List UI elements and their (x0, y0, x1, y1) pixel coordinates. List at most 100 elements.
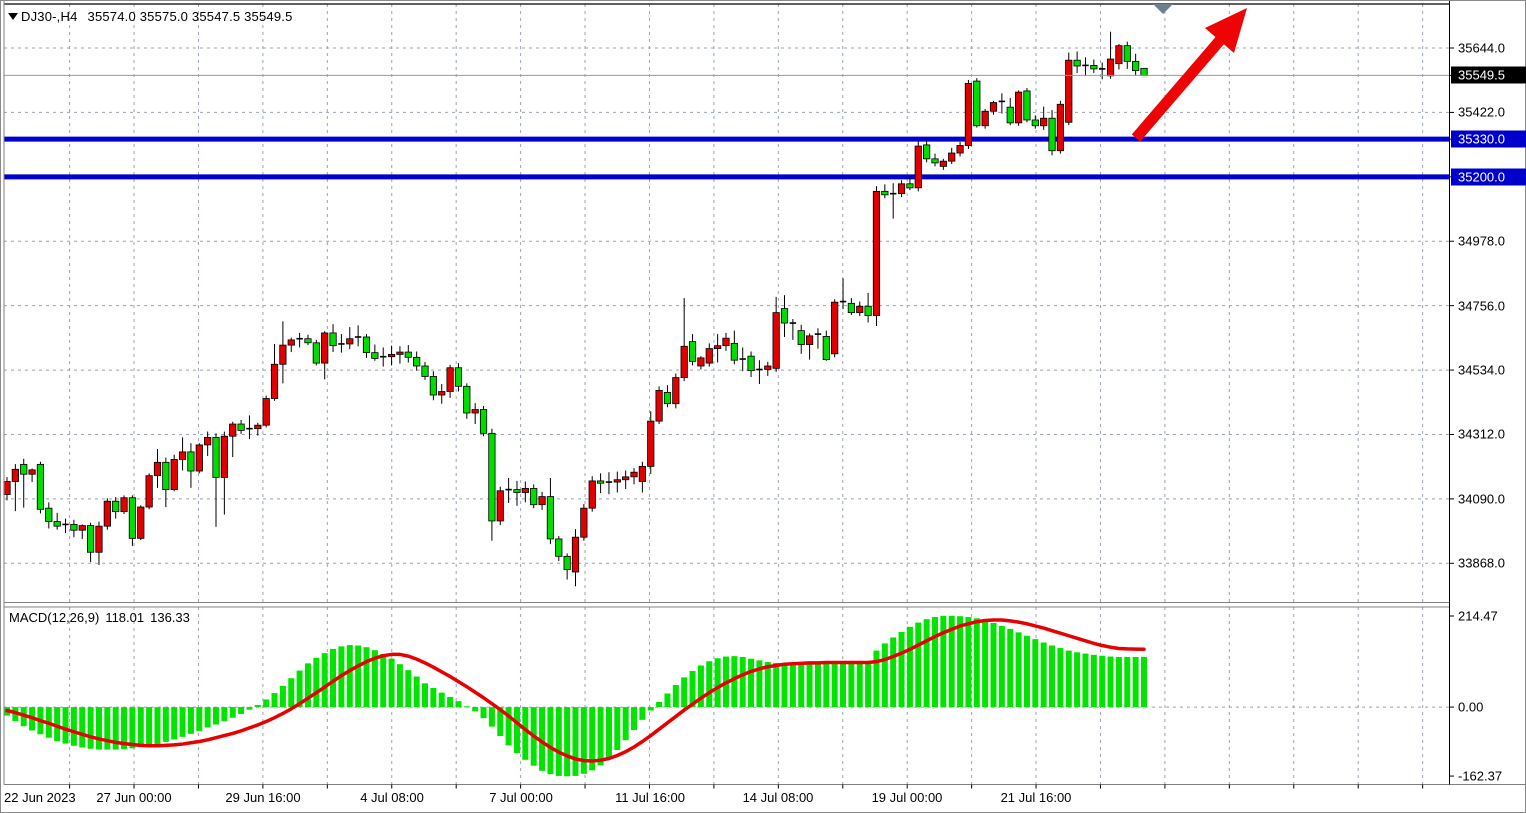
candle-body (973, 80, 981, 127)
candle-body (254, 424, 262, 430)
candle-doji-body (605, 481, 613, 483)
macd-histogram-bar (697, 665, 704, 708)
candle-body (655, 389, 663, 422)
candle-body (730, 342, 738, 361)
macd-histogram-bar (806, 662, 813, 708)
candle-body (237, 423, 245, 431)
macd-histogram-bar (346, 645, 353, 708)
macd-histogram-bar (831, 662, 838, 708)
macd-histogram-bar (731, 656, 738, 708)
macd-histogram-bar (773, 662, 780, 708)
candle-body (28, 469, 36, 475)
macd-histogram-bar (388, 658, 395, 708)
macd-histogram-bar (631, 707, 638, 731)
time-tick-label: 7 Jul 00:00 (489, 790, 553, 805)
macd-histogram-bar (848, 662, 855, 708)
macd-histogram-bar (146, 707, 153, 746)
candle-body (454, 367, 463, 387)
candle-body (103, 500, 111, 527)
candle-body (688, 341, 697, 362)
candle-body (87, 525, 95, 553)
candle-body (429, 376, 437, 396)
macd-histogram-bar (1132, 656, 1139, 708)
macd-histogram-bar (513, 707, 520, 753)
candle-body (571, 536, 580, 573)
macd-histogram-bar (781, 663, 788, 708)
macd-histogram-bar (1040, 642, 1047, 708)
candle-body (145, 475, 153, 508)
macd-histogram-bar (672, 685, 679, 708)
macd-histogram-bar (1015, 632, 1022, 708)
price-tick-label: 33868.0 (1458, 555, 1505, 571)
candle-body (463, 385, 471, 414)
macd-histogram-bar (957, 616, 964, 708)
macd-histogram-bar (229, 707, 236, 718)
trend-arrow-head[interactable] (1205, 8, 1247, 53)
macd-histogram-bar (664, 693, 671, 708)
macd-histogram-bar (455, 701, 462, 708)
macd-histogram-bar (856, 662, 863, 708)
candle-body (413, 356, 421, 367)
candle-body (1040, 117, 1048, 127)
macd-histogram-bar (254, 704, 261, 708)
macd-histogram-bar (605, 707, 612, 759)
macd-histogram-bar (1124, 656, 1131, 708)
macd-histogram-bar (681, 677, 688, 708)
candle-body (329, 332, 337, 347)
macd-histogram-bar (246, 707, 253, 710)
candle-body (1048, 117, 1056, 152)
price-tick-label: 34312.0 (1458, 426, 1505, 442)
macd-tick-label: 214.47 (1458, 608, 1498, 624)
macd-histogram-bar (355, 645, 362, 708)
candle-doji-body (62, 523, 69, 526)
macd-histogram-bar (622, 707, 629, 741)
macd-histogram-bar (998, 625, 1005, 708)
chart-shift-marker-icon[interactable] (1153, 4, 1173, 14)
candle-body (638, 465, 646, 482)
candle-body (805, 335, 814, 345)
macd-histogram-bar (1115, 656, 1122, 708)
macd-histogram-bar (179, 707, 186, 737)
macd-histogram-bar (1007, 628, 1014, 708)
candle-body (404, 351, 412, 358)
candle-doji-body (296, 337, 303, 340)
candle-body (931, 158, 939, 164)
candle-body (1023, 90, 1031, 121)
candle-body (128, 497, 137, 539)
macd-histogram-bar (739, 656, 746, 708)
candle-body (421, 365, 429, 377)
macd-histogram-bar (422, 683, 429, 708)
candle-body (981, 110, 989, 127)
macd-histogram-bar (162, 707, 169, 742)
macd-histogram-bar (823, 662, 830, 708)
candle-body (923, 144, 931, 160)
trend-arrow-shaft[interactable] (1131, 34, 1227, 142)
candle-body (897, 183, 906, 195)
macd-histogram-bar (129, 707, 136, 749)
macd-histogram-bar (940, 615, 947, 708)
candle-body (881, 190, 889, 196)
symbol-dropdown-icon[interactable] (8, 13, 18, 20)
horizontal-level-lines[interactable] (4, 136, 1449, 180)
candle-body (212, 436, 220, 478)
macd-histogram-bar (539, 707, 546, 771)
macd-histogram-bar (154, 707, 161, 745)
candle-body (1090, 65, 1098, 70)
macd-histogram-bar (589, 707, 596, 771)
symbol-timeframe-label: DJ30-,H4 (21, 9, 78, 24)
macd-histogram-bar (271, 693, 278, 708)
candle-body (45, 507, 53, 522)
chart-header: DJ30-,H4 35574.0 35575.0 35547.5 35549.5 (21, 9, 293, 24)
macd-histogram-bar (330, 648, 337, 708)
candle-body (162, 461, 170, 491)
candle-body (229, 423, 237, 437)
macd-histogram-bar (104, 707, 111, 750)
trend-arrow[interactable] (1131, 8, 1247, 142)
macd-histogram-bar (1023, 635, 1030, 708)
candle-body (555, 538, 563, 557)
candle-body (630, 471, 638, 478)
time-tick-label: 22 Jun 2023 (4, 790, 76, 805)
price-tick-label: 34978.0 (1458, 233, 1505, 249)
